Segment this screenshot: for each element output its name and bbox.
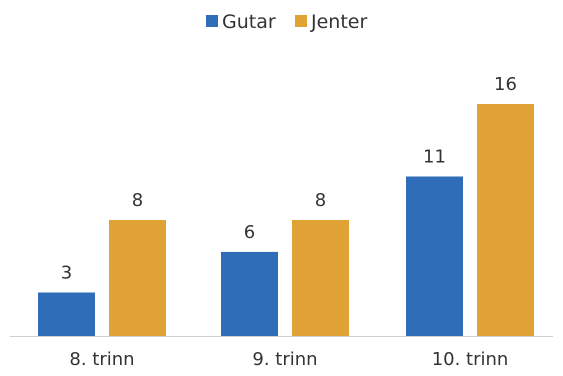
category-label-group: 8. trinn 9. trinn 10. trinn <box>69 349 508 370</box>
data-label-gutar-0: 3 <box>61 263 72 284</box>
legend-label-jenter: Jenter <box>310 11 367 33</box>
bar-gutar-1 <box>221 251 278 336</box>
category-label-0: 8. trinn <box>69 349 134 370</box>
data-label-jenter-1: 8 <box>315 190 326 211</box>
legend-swatch-jenter <box>295 15 307 27</box>
data-label-group: 3 8 6 8 11 16 <box>61 74 517 284</box>
data-label-gutar-2: 11 <box>423 147 446 168</box>
bar-gutar-2 <box>406 176 463 336</box>
chart-legend: Gutar Jenter <box>206 11 367 33</box>
bar-group <box>38 104 534 336</box>
category-label-2: 10. trinn <box>432 349 509 370</box>
bar-jenter-1 <box>292 220 349 336</box>
data-label-jenter-0: 8 <box>132 190 143 211</box>
bar-jenter-0 <box>109 220 166 336</box>
legend-swatch-gutar <box>206 15 218 27</box>
data-label-gutar-1: 6 <box>244 222 255 243</box>
bar-gutar-0 <box>38 292 95 336</box>
data-label-jenter-2: 16 <box>494 74 517 95</box>
category-label-1: 9. trinn <box>252 349 317 370</box>
legend-label-gutar: Gutar <box>222 11 276 33</box>
bar-jenter-2 <box>477 104 534 336</box>
